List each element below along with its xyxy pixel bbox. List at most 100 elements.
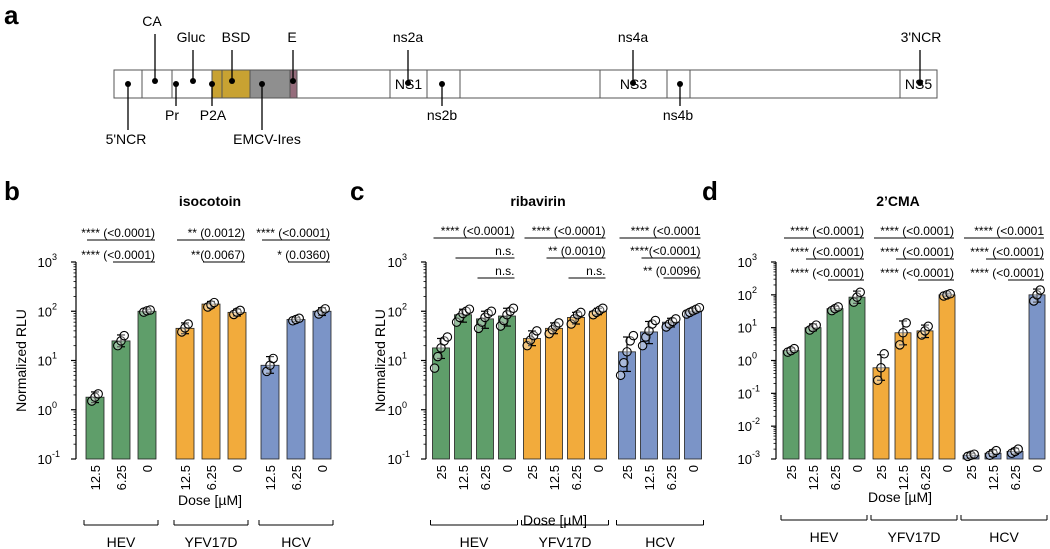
genome-segment-ns4b <box>689 69 901 99</box>
data-point <box>598 303 608 314</box>
y-tick-exponent: -1 <box>402 449 410 459</box>
genome-segment-e <box>296 69 391 99</box>
x-tick-label: 0 <box>686 465 701 472</box>
x-axis-label: Dose [µM] <box>868 489 932 505</box>
x-tick-label: 12.5 <box>456 465 471 490</box>
data-point <box>1035 285 1045 295</box>
data-point <box>554 318 564 328</box>
genome-segment-bsd <box>249 69 291 99</box>
y-tick-exponent: 3 <box>402 252 407 262</box>
panel-label-a: a <box>4 0 19 30</box>
y-tick-label: 10 <box>738 452 752 467</box>
data-point <box>566 319 576 329</box>
genome-map: NS1NS3NS55'NCRCAPrGlucP2ABSDEMCV-IresEns… <box>106 13 942 147</box>
significance-label: **** (<0.0001) <box>81 248 155 262</box>
group-label-HEV: HEV <box>460 534 489 549</box>
x-tick-label: 0 <box>850 465 865 472</box>
bar-HEV-12.5 <box>85 396 105 460</box>
x-tick-label: 6.25 <box>664 465 679 490</box>
y-tick-exponent: -1 <box>52 449 60 459</box>
data-point <box>464 304 475 314</box>
data-point <box>183 319 193 329</box>
data-point <box>873 375 883 386</box>
bar-HEV-6.25 <box>826 308 844 460</box>
y-tick-label: 10 <box>38 255 52 270</box>
data-point <box>855 287 865 297</box>
x-tick-label: 6.25 <box>204 465 219 490</box>
x-tick-label: 6.25 <box>114 465 129 490</box>
x-tick-label: 25 <box>525 465 540 479</box>
y-tick-exponent: 1 <box>752 318 757 328</box>
data-point <box>209 297 219 308</box>
bar-YFV17D-25 <box>523 338 541 460</box>
data-point <box>637 340 648 351</box>
x-tick-label: 12.5 <box>896 465 911 490</box>
y-tick-label: 10 <box>738 255 752 270</box>
x-tick-label: 12.5 <box>263 465 278 490</box>
group-label-YFV17D: YFV17D <box>185 534 238 549</box>
significance-label: **** (<0.0001) <box>880 266 954 280</box>
data-point <box>93 389 103 399</box>
bar-YFV17D-6.25 <box>201 303 221 460</box>
genome-callout-label: ns2b <box>427 107 458 123</box>
group-label-HCV: HCV <box>281 534 311 549</box>
genome-callout-label: ns2a <box>393 29 424 45</box>
genome-callout-label: Pr <box>165 107 179 123</box>
x-tick-label: 6.25 <box>478 465 493 490</box>
data-point <box>451 317 462 327</box>
x-tick-label: 12.5 <box>547 465 562 490</box>
y-tick-label: 10 <box>38 304 52 319</box>
x-tick-label: 12.5 <box>178 465 193 490</box>
bar-HCV-12.5 <box>260 364 280 460</box>
panel-label-d: d <box>702 176 718 206</box>
significance-label: ** (0.0012) <box>188 226 245 240</box>
data-point <box>429 363 440 373</box>
data-point <box>522 340 532 351</box>
x-tick-label: 12.5 <box>806 465 821 490</box>
data-point <box>1032 290 1042 300</box>
data-point <box>879 349 889 359</box>
bar-YFV17D-6.25 <box>567 317 585 460</box>
significance-label: n.s. <box>586 264 605 278</box>
significance-label: ****(<0.0001) <box>630 244 700 258</box>
data-point <box>969 449 979 459</box>
data-point <box>528 330 539 341</box>
significance-label: **** (<0.0001) <box>880 245 954 259</box>
significance-label: **** (<0.0001) <box>790 224 864 238</box>
y-tick-exponent: -1 <box>752 383 760 393</box>
significance-label: **** (<0.0001) <box>790 245 864 259</box>
significance-label: n.s. <box>495 264 514 278</box>
data-point <box>895 340 905 350</box>
x-tick-label: 0 <box>500 465 515 472</box>
data-point <box>477 317 487 327</box>
y-tick-label: 10 <box>388 304 402 319</box>
chart-title: isocotoin <box>179 193 241 209</box>
y-tick-exponent: 1 <box>402 351 407 361</box>
significance-label: ** (0.0096) <box>643 264 700 278</box>
genome-callout-label: EMCV-Ires <box>233 131 301 147</box>
bar-HCV-6.25 <box>286 319 306 460</box>
x-tick-label: 0 <box>230 465 245 472</box>
data-point <box>833 302 843 312</box>
genome-segment-ca <box>141 69 173 99</box>
x-tick-label: 0 <box>940 465 955 472</box>
genome-callout-label: ns4a <box>618 29 649 45</box>
genome-callout-label: BSD <box>222 29 251 45</box>
data-point <box>532 326 542 336</box>
y-tick-exponent: 2 <box>752 285 757 295</box>
genome-callout-label: 5'NCR <box>106 131 147 147</box>
data-point <box>901 318 911 328</box>
group-label-HCV: HCV <box>645 534 675 549</box>
genome-callout-label: P2A <box>200 107 227 123</box>
x-axis-label: Dose [µM] <box>178 492 242 508</box>
x-tick-label: 6.25 <box>289 465 304 490</box>
data-point <box>1013 444 1023 454</box>
data-point <box>876 363 886 373</box>
bar-HCV-6.25 <box>662 321 680 460</box>
genome-segment-ns2b <box>459 69 601 99</box>
significance-label: **** (<0.0001) <box>532 224 606 238</box>
